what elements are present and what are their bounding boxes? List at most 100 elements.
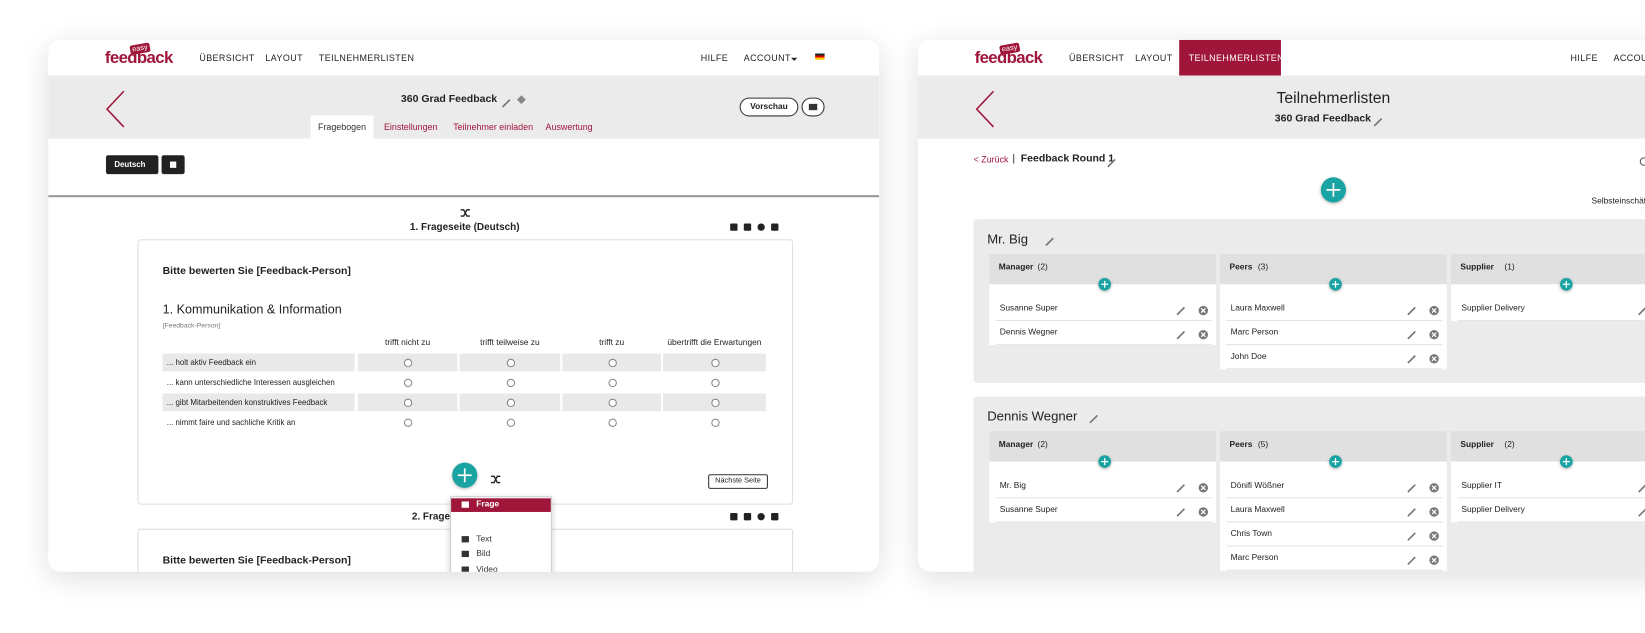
add-button[interactable] bbox=[1329, 455, 1342, 468]
tab[interactable]: Einstellungen bbox=[383, 121, 438, 133]
prompt: Bitte bewerten Sie [Feedback-Person] bbox=[162, 265, 351, 277]
tab[interactable]: Teilnehmer einladen bbox=[453, 121, 534, 133]
add-button[interactable] bbox=[452, 462, 478, 488]
plus-icon bbox=[457, 468, 472, 483]
radio[interactable] bbox=[506, 378, 515, 388]
menu-item[interactable]: Frage bbox=[476, 499, 500, 509]
page-tool[interactable] bbox=[771, 513, 779, 521]
tab[interactable]: Fragebogen bbox=[317, 121, 367, 133]
add-button[interactable] bbox=[1560, 455, 1573, 468]
add-button[interactable] bbox=[1098, 278, 1111, 291]
nav-item[interactable]: TEILNEHMERLISTEN bbox=[318, 52, 415, 63]
edit-member[interactable] bbox=[1176, 505, 1186, 522]
back-chevron[interactable] bbox=[975, 90, 996, 132]
nav-item[interactable]: ÜBERSICHT bbox=[1069, 52, 1125, 63]
back-chevron[interactable] bbox=[105, 90, 126, 132]
radio[interactable] bbox=[710, 398, 720, 408]
radio[interactable] bbox=[506, 418, 515, 427]
remove-member[interactable] bbox=[1429, 480, 1439, 497]
next-page-button[interactable]: Nächste Seite bbox=[708, 474, 768, 489]
edit-member[interactable] bbox=[1638, 505, 1645, 522]
page-tool[interactable] bbox=[730, 223, 738, 231]
edit-member[interactable] bbox=[1407, 303, 1416, 320]
remove-member[interactable] bbox=[1198, 505, 1209, 522]
preview-button[interactable]: Vorschau bbox=[739, 97, 799, 117]
print-button[interactable] bbox=[161, 155, 185, 175]
remove-member[interactable] bbox=[1429, 553, 1439, 570]
page-tool[interactable] bbox=[730, 513, 738, 521]
nav-item[interactable]: HILFE bbox=[1570, 52, 1598, 63]
shuffle-icon[interactable] bbox=[490, 471, 501, 488]
edit-icon[interactable] bbox=[1089, 411, 1098, 428]
menu-item[interactable]: Video bbox=[476, 563, 498, 572]
nav-item[interactable]: ACCOUNT bbox=[1613, 52, 1645, 63]
radio[interactable] bbox=[403, 358, 413, 368]
edit-icon[interactable] bbox=[1107, 155, 1116, 172]
remove-member[interactable] bbox=[1198, 327, 1209, 344]
nav-item[interactable]: ÜBERSICHT bbox=[199, 52, 255, 63]
edit-icon[interactable] bbox=[1045, 234, 1054, 251]
remove-member[interactable] bbox=[1429, 529, 1439, 546]
back-link[interactable]: < Zurück bbox=[973, 154, 1009, 165]
edit-member[interactable] bbox=[1407, 480, 1416, 497]
remove-member[interactable] bbox=[1198, 480, 1209, 497]
remove-icon bbox=[1429, 354, 1439, 364]
remove-member[interactable] bbox=[1429, 327, 1439, 344]
edit-member[interactable] bbox=[1407, 553, 1416, 570]
flag bbox=[815, 53, 825, 60]
edit-member[interactable] bbox=[1407, 505, 1416, 522]
remove-member[interactable] bbox=[1429, 351, 1439, 368]
edit-member[interactable] bbox=[1407, 351, 1416, 368]
nav-item[interactable]: ACCOUNT bbox=[743, 52, 791, 63]
radio[interactable] bbox=[403, 378, 413, 388]
edit-member[interactable] bbox=[1407, 327, 1416, 344]
nav-item[interactable]: LAYOUT bbox=[265, 52, 303, 63]
remove-member[interactable] bbox=[1198, 303, 1209, 320]
mail-button[interactable] bbox=[801, 97, 825, 117]
edit-icon[interactable] bbox=[1373, 114, 1383, 131]
page-tool[interactable] bbox=[771, 223, 779, 231]
tab[interactable]: Auswertung bbox=[545, 121, 593, 133]
edit-member[interactable] bbox=[1407, 529, 1416, 546]
edit-member[interactable] bbox=[1176, 327, 1186, 344]
radio[interactable] bbox=[710, 358, 720, 368]
tab-active-bg bbox=[310, 115, 374, 139]
edit-icon[interactable] bbox=[501, 95, 511, 112]
nav-item[interactable]: TEILNEHMERLISTEN bbox=[1188, 52, 1285, 63]
shuffle-icon[interactable] bbox=[460, 205, 470, 222]
edit-member[interactable] bbox=[1176, 303, 1186, 320]
member-divider bbox=[995, 319, 1212, 322]
radio[interactable] bbox=[506, 398, 515, 408]
matrix-row-label-cell bbox=[162, 353, 355, 372]
radio[interactable] bbox=[403, 398, 413, 408]
remove-member[interactable] bbox=[1429, 303, 1439, 320]
page-tool[interactable] bbox=[743, 223, 752, 231]
radio[interactable] bbox=[710, 378, 720, 388]
radio[interactable] bbox=[607, 418, 617, 427]
radio[interactable] bbox=[607, 378, 617, 388]
edit-member[interactable] bbox=[1176, 480, 1186, 497]
radio[interactable] bbox=[710, 418, 720, 427]
menu-item[interactable]: Text bbox=[476, 533, 492, 543]
nav-item[interactable]: LAYOUT bbox=[1135, 52, 1173, 63]
radio[interactable] bbox=[506, 358, 515, 368]
add-button[interactable] bbox=[1098, 455, 1111, 468]
page-tool[interactable] bbox=[757, 223, 765, 231]
page-tool[interactable] bbox=[757, 513, 765, 521]
menu-item[interactable]: Bild bbox=[476, 548, 491, 559]
edit-member[interactable] bbox=[1638, 303, 1645, 320]
remove-member[interactable] bbox=[1429, 505, 1439, 522]
add-button[interactable] bbox=[1320, 177, 1346, 203]
radio[interactable] bbox=[607, 398, 617, 408]
nav-item[interactable]: HILFE bbox=[700, 52, 729, 63]
radio[interactable] bbox=[607, 358, 617, 368]
radio[interactable] bbox=[403, 418, 413, 427]
add-button[interactable] bbox=[1329, 278, 1342, 291]
member-divider bbox=[1226, 319, 1443, 322]
page-tool[interactable] bbox=[743, 513, 752, 521]
add-button[interactable] bbox=[1560, 278, 1573, 291]
remove-x bbox=[1200, 509, 1206, 515]
pencil-icon bbox=[1407, 306, 1416, 316]
language-button[interactable]: Deutsch bbox=[105, 155, 159, 175]
edit-member[interactable] bbox=[1638, 480, 1645, 497]
